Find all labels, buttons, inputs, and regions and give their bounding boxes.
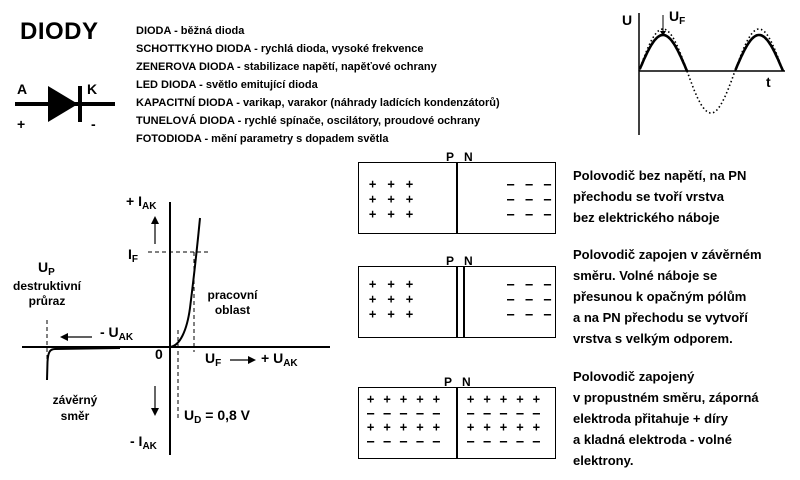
rectified-output-wave [638, 33, 785, 72]
junction-2-divider-1 [456, 267, 458, 337]
junction-2-p-label: P [446, 254, 455, 268]
diode-symbol [15, 86, 115, 122]
forward-curve [120, 217, 201, 348]
junction-3-divider [456, 388, 458, 458]
waveform-uf-label: UF [669, 8, 686, 27]
uf-axis-label: UF [205, 350, 222, 369]
junction-3-description: Polovodič zapojený v propustném směru, z… [573, 369, 759, 468]
junction-2-divider-2 [463, 267, 465, 337]
cathode-label: K [87, 81, 98, 97]
junction-3-p-label: P [444, 375, 453, 389]
junction-1-p-label: P [446, 150, 455, 164]
uf-arrow-head [660, 31, 666, 36]
waveform-graph [638, 13, 785, 135]
junction-1-description: Polovodič bez napětí, na PN přechodu se … [573, 168, 747, 225]
minus-uak-label: - UAK [100, 324, 134, 343]
ud-label: UD = 0,8 V [184, 407, 251, 426]
up-label: UP [38, 259, 55, 278]
waveform-y-label: U [622, 12, 633, 28]
working-area-label: pracovní oblast [207, 288, 258, 317]
breakdown-label: destruktivní průraz [12, 279, 81, 308]
plus-iak-label: + IAK [126, 193, 157, 212]
junction-1-divider [456, 163, 458, 233]
junction-1-n-charges: – – – – – – – – – [507, 177, 554, 221]
diode-triangle [48, 86, 78, 122]
diode-type-item: TUNELOVÁ DIODA - rychlé spínače, oscilát… [136, 115, 481, 127]
anode-plus-label: + [17, 116, 26, 132]
diode-type-item: ZENEROVA DIODA - stabilizace napětí, nap… [136, 61, 437, 73]
junction-3-n-label: N [462, 375, 471, 389]
down-arrow-head [151, 408, 159, 416]
right-arrow-head [248, 356, 256, 364]
cathode-minus-label: - [91, 116, 96, 132]
junction-2-p-charges: + + + + + + + + + [369, 277, 416, 321]
junction-3-box: + + + + + – – – – – + + + + + – – – – – … [358, 387, 556, 459]
junction-1-box: + + + + + + + + + – – – – – – – – – [358, 162, 556, 234]
reverse-curve [46, 347, 121, 381]
junction-3-n-charges: + + + + + – – – – – + + + + + – – – – – [467, 392, 542, 448]
diode-type-item: LED DIODA - světlo emitující dioda [136, 79, 318, 91]
waveform-x-label: t [766, 74, 771, 90]
junction-2-n-label: N [464, 254, 473, 268]
page-title: DIODY [20, 18, 99, 45]
diode-types-list: DIODA - běžná dioda SCHOTTKYHO DIODA - r… [136, 22, 500, 148]
left-arrow-head [60, 333, 68, 341]
plus-uak-label: + UAK [261, 350, 298, 369]
junction-2-box: + + + + + + + + + – – – – – – – – – [358, 266, 556, 338]
diode-type-item: SCHOTTKYHO DIODA - rychlá dioda, vysoké … [136, 43, 424, 55]
junction-1-p-charges: + + + + + + + + + [369, 177, 416, 221]
va-characteristic [22, 202, 330, 455]
diode-type-item: KAPACITNÍ DIODA - varikap, varakor (náhr… [136, 97, 500, 109]
junction-3-p-charges: + + + + + – – – – – + + + + + – – – – – [367, 392, 442, 448]
reverse-direction-label: závěrný směr [52, 393, 98, 423]
junction-2-n-charges: – – – – – – – – – [507, 277, 554, 321]
origin-label: 0 [155, 346, 163, 362]
up-arrow-head [151, 216, 159, 224]
junction-1-n-label: N [464, 150, 473, 164]
junction-2-description: Polovodič zapojen v závěrném směru. Voln… [573, 247, 762, 346]
if-label: IF [128, 246, 138, 265]
diode-type-item: FOTODIODA - mění parametry s dopadem svě… [136, 133, 389, 145]
minus-iak-label: - IAK [130, 433, 157, 452]
diode-type-item: DIODA - běžná dioda [136, 25, 245, 37]
anode-label: A [17, 81, 28, 97]
